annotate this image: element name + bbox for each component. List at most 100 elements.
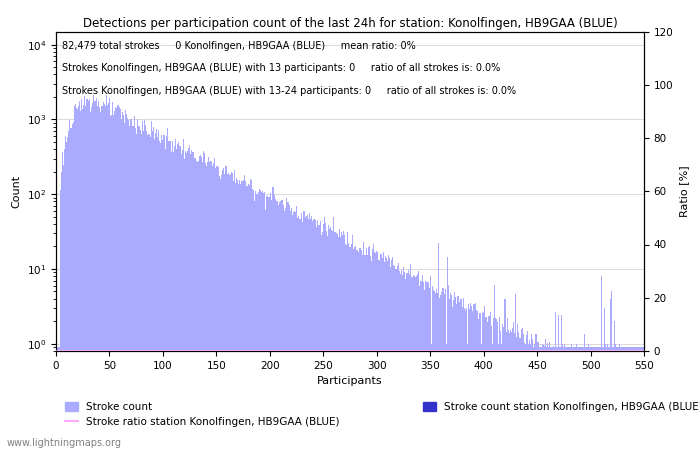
Bar <box>232 173 233 450</box>
Bar <box>545 339 546 450</box>
Bar <box>390 267 391 450</box>
Bar <box>233 181 234 450</box>
Bar <box>102 102 104 450</box>
Bar <box>100 112 102 450</box>
Bar <box>209 162 211 450</box>
Bar <box>136 119 138 450</box>
Bar <box>300 219 302 450</box>
Bar <box>536 334 537 450</box>
Bar <box>436 289 437 450</box>
Bar <box>369 246 370 450</box>
Bar <box>308 220 309 450</box>
Bar <box>611 292 612 450</box>
Bar <box>620 347 621 450</box>
Bar <box>288 205 290 450</box>
Bar <box>389 258 390 450</box>
Bar <box>313 219 314 450</box>
Bar <box>457 296 458 450</box>
Bar <box>531 334 532 450</box>
Bar <box>60 190 61 450</box>
Bar <box>298 216 299 450</box>
Bar <box>78 106 79 450</box>
Bar <box>302 222 304 450</box>
Bar <box>171 152 172 450</box>
Bar <box>608 347 609 450</box>
Bar <box>142 121 143 450</box>
Bar <box>158 130 159 450</box>
Bar <box>272 187 274 450</box>
Bar <box>552 346 554 450</box>
Bar <box>404 272 405 450</box>
Bar <box>315 220 316 450</box>
Bar <box>173 152 174 450</box>
Bar <box>510 330 511 450</box>
Bar <box>321 235 322 450</box>
Bar <box>631 347 633 450</box>
Bar <box>379 260 381 450</box>
Bar <box>508 330 509 450</box>
Bar <box>187 151 188 450</box>
Bar <box>317 220 318 450</box>
Bar <box>174 146 175 450</box>
Bar <box>497 322 498 450</box>
Bar <box>613 321 615 450</box>
Bar <box>107 105 108 450</box>
Bar <box>377 252 378 450</box>
Bar <box>251 180 252 450</box>
Bar <box>126 114 127 450</box>
Bar <box>529 340 530 450</box>
Bar <box>246 186 247 450</box>
Bar <box>500 331 501 450</box>
Bar <box>434 291 435 450</box>
Bar <box>560 347 561 450</box>
Bar <box>367 255 368 450</box>
Bar <box>511 332 512 450</box>
Bar <box>227 174 228 450</box>
Bar <box>394 266 395 450</box>
Bar <box>615 344 616 450</box>
Bar <box>93 95 94 450</box>
Bar <box>74 107 75 450</box>
Y-axis label: Count: Count <box>11 175 21 208</box>
Bar <box>449 299 450 450</box>
Bar <box>584 347 586 450</box>
Bar <box>245 181 246 450</box>
Bar <box>573 347 574 450</box>
Bar <box>641 347 643 450</box>
Bar <box>422 275 423 450</box>
Bar <box>157 136 158 450</box>
Bar <box>588 344 589 450</box>
Bar <box>618 347 619 450</box>
Bar <box>637 347 638 450</box>
Bar <box>65 136 66 450</box>
Bar <box>554 312 556 450</box>
Bar <box>461 299 462 450</box>
Bar <box>237 180 238 450</box>
Bar <box>485 317 486 450</box>
Bar <box>475 310 477 450</box>
Bar <box>401 270 402 450</box>
Bar <box>206 166 207 450</box>
Bar <box>230 174 231 450</box>
Bar <box>140 130 141 450</box>
Bar <box>514 333 515 450</box>
Bar <box>85 106 87 450</box>
Bar <box>239 180 240 450</box>
Bar <box>186 153 187 450</box>
Bar <box>163 135 164 450</box>
Bar <box>496 319 497 450</box>
Bar <box>228 173 229 450</box>
Bar <box>189 144 190 450</box>
Bar <box>108 103 109 450</box>
Bar <box>589 347 590 450</box>
Bar <box>453 300 454 450</box>
Bar <box>191 150 193 450</box>
Bar <box>167 127 168 450</box>
Bar <box>148 134 150 450</box>
Bar <box>280 201 281 450</box>
Bar <box>197 161 199 450</box>
Bar <box>635 347 636 450</box>
Bar <box>343 231 344 450</box>
Bar <box>76 108 77 450</box>
Bar <box>406 273 407 450</box>
